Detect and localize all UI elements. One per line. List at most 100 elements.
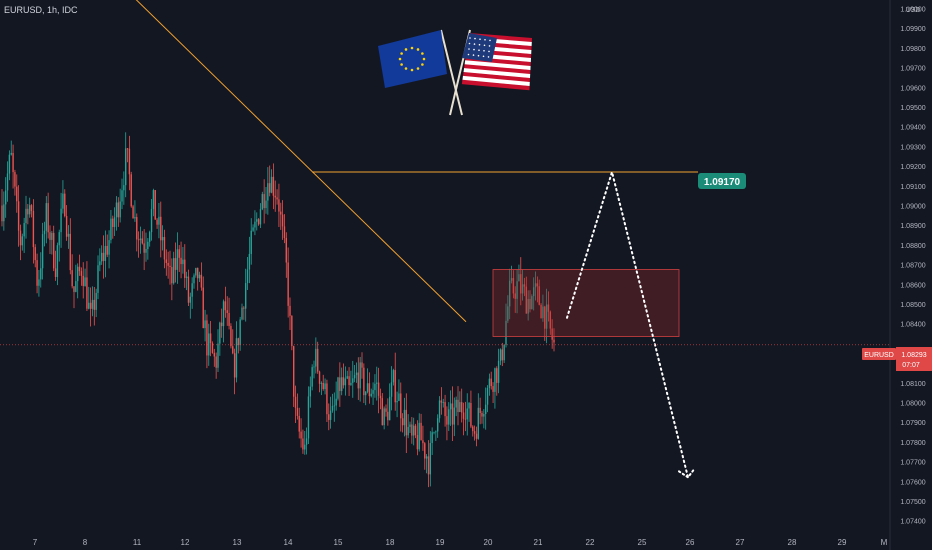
symbol-title[interactable]: EURUSD, 1h, IDC — [4, 5, 78, 15]
candle-body — [89, 302, 92, 309]
candle-body — [141, 238, 144, 244]
candle-body — [202, 287, 204, 329]
candle-body — [484, 404, 487, 415]
price-axis-tick: 1.07900 — [900, 420, 925, 427]
candle-body — [512, 278, 515, 294]
candle-body — [538, 286, 540, 305]
candle-body — [235, 338, 238, 378]
time-axis-tick: 19 — [436, 538, 445, 547]
candle-body — [337, 377, 339, 399]
candle-body — [507, 306, 509, 321]
time-axis-tick: 20 — [484, 538, 493, 547]
candle-body — [329, 410, 332, 420]
candle-body — [65, 216, 68, 237]
candle-body — [95, 292, 97, 310]
candle-body — [418, 422, 420, 450]
candle-body — [483, 414, 485, 417]
candle-body — [486, 387, 489, 405]
candle-body — [488, 378, 491, 388]
target-price-tag: 1.09170 — [698, 173, 746, 189]
resistance-zone[interactable] — [492, 269, 680, 337]
candle-body — [110, 218, 112, 241]
candle-body — [58, 232, 60, 246]
candle-body — [143, 243, 145, 253]
candle-body — [387, 411, 389, 421]
time-axis[interactable]: 7 8 11 12 13 14 15 18 19 20 21 22 25 26 27 28 29 M — [33, 538, 888, 547]
candle-body — [479, 407, 481, 413]
trendline[interactable] — [125, 0, 467, 323]
candle-body — [248, 253, 251, 270]
candle-body — [298, 415, 300, 432]
candle-body — [549, 311, 552, 329]
candle-body — [86, 277, 88, 309]
candle-body — [281, 214, 284, 227]
candle-body — [527, 299, 529, 314]
candle-body — [455, 399, 457, 408]
candle-body — [139, 238, 142, 241]
candle-body — [12, 152, 14, 173]
candle-body — [56, 245, 59, 277]
candle-body — [171, 267, 173, 284]
candle-body — [311, 367, 313, 387]
candle-body — [289, 305, 291, 316]
candle-body — [99, 261, 101, 266]
candle-body — [176, 249, 179, 270]
time-axis-tick: 28 — [788, 538, 797, 547]
eu-flag-icon — [378, 29, 463, 116]
candle-body — [494, 368, 496, 392]
candle-body — [326, 383, 328, 415]
candle-body — [40, 268, 42, 280]
candle-body — [394, 370, 396, 403]
candle-body — [71, 270, 73, 287]
candle-body — [420, 422, 422, 441]
candle-body — [78, 266, 81, 272]
time-axis-tick: 18 — [386, 538, 395, 547]
price-axis-tick: 1.08000 — [900, 401, 925, 408]
projection-arrowhead — [678, 468, 695, 479]
candle-body — [422, 440, 424, 444]
candle-body — [123, 185, 125, 191]
candle-body — [459, 402, 461, 413]
candle-body — [263, 194, 265, 209]
candle-body — [261, 194, 264, 210]
candle-body — [475, 433, 478, 439]
candle-body — [136, 217, 138, 240]
svg-text:EURUSD: EURUSD — [864, 352, 894, 359]
candle-body — [69, 233, 72, 271]
candle-body — [41, 234, 44, 269]
candle-body — [150, 208, 153, 233]
candle-body — [388, 396, 391, 421]
svg-text:1.08293: 1.08293 — [901, 352, 926, 359]
time-axis-tick: 14 — [284, 538, 293, 547]
candle-body — [370, 393, 372, 397]
candle-body — [545, 304, 548, 329]
candle-body — [158, 216, 160, 225]
candle-body — [283, 226, 286, 239]
candle-body — [93, 299, 96, 310]
candle-body — [442, 402, 444, 403]
candle-body — [514, 293, 516, 299]
candle-body — [470, 402, 472, 427]
candle-body — [36, 260, 38, 286]
price-axis-tick: 1.08400 — [900, 322, 925, 329]
candle-body — [237, 338, 240, 346]
candle-body — [359, 362, 361, 389]
svg-text:07:07: 07:07 — [902, 362, 920, 369]
candle-body — [167, 262, 169, 266]
candle-body — [342, 377, 345, 386]
time-axis-tick: 22 — [586, 538, 595, 547]
candle-body — [481, 412, 483, 417]
candle-body — [285, 238, 288, 263]
time-axis-tick: 27 — [736, 538, 745, 547]
candle-body — [414, 425, 417, 436]
candle-body — [102, 252, 105, 261]
candle-body — [346, 376, 348, 379]
candle-body — [276, 197, 278, 200]
candle-body — [178, 249, 180, 258]
candle-body — [353, 375, 356, 379]
candle-body — [390, 382, 393, 397]
candle-body — [104, 245, 107, 261]
candle-body — [115, 202, 118, 218]
